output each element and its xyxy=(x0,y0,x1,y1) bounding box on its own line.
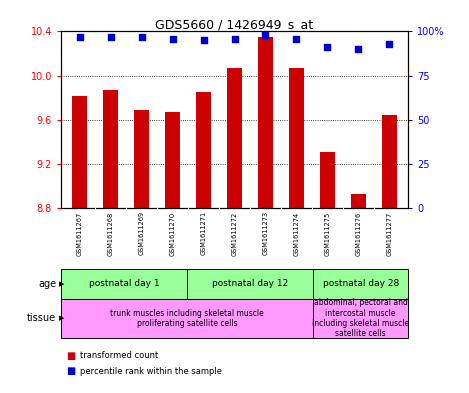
Bar xyxy=(313,269,408,299)
Bar xyxy=(227,68,242,208)
Point xyxy=(262,32,269,38)
Point xyxy=(200,37,207,44)
Point xyxy=(76,33,83,40)
Text: GSM1611275: GSM1611275 xyxy=(325,211,331,255)
Point xyxy=(386,40,393,47)
Text: GSM1611274: GSM1611274 xyxy=(294,211,300,255)
Bar xyxy=(134,110,149,208)
Text: GSM1611268: GSM1611268 xyxy=(107,211,113,255)
Text: GSM1611277: GSM1611277 xyxy=(386,211,393,255)
Text: postnatal day 12: postnatal day 12 xyxy=(212,279,288,288)
Point xyxy=(169,35,176,42)
Bar xyxy=(351,194,366,208)
Point xyxy=(324,44,331,50)
Text: GSM1611269: GSM1611269 xyxy=(138,211,144,255)
Bar xyxy=(196,92,211,208)
Text: ▶: ▶ xyxy=(59,315,64,321)
Bar xyxy=(258,37,273,208)
Text: postnatal day 1: postnatal day 1 xyxy=(89,279,159,288)
Bar xyxy=(61,269,187,299)
Bar xyxy=(382,116,397,208)
Text: GSM1611276: GSM1611276 xyxy=(356,211,362,255)
Point xyxy=(107,33,114,40)
Bar xyxy=(103,90,118,208)
Point xyxy=(355,46,362,52)
Text: abdominal, pectoral and
intercostal muscle
including skeletal muscle
satellite c: abdominal, pectoral and intercostal musc… xyxy=(312,298,409,338)
Point xyxy=(293,35,300,42)
Text: ▶: ▶ xyxy=(59,281,64,287)
Bar xyxy=(187,269,313,299)
Text: ■: ■ xyxy=(66,351,75,361)
Bar xyxy=(61,299,313,338)
Text: GDS5660 / 1426949_s_at: GDS5660 / 1426949_s_at xyxy=(155,18,314,31)
Text: ■: ■ xyxy=(66,366,75,376)
Text: GSM1611270: GSM1611270 xyxy=(169,211,175,255)
Bar xyxy=(313,299,408,338)
Point xyxy=(138,33,145,40)
Text: trunk muscles including skeletal muscle
proliferating satellite cells: trunk muscles including skeletal muscle … xyxy=(110,309,264,328)
Text: percentile rank within the sample: percentile rank within the sample xyxy=(80,367,222,376)
Text: GSM1611267: GSM1611267 xyxy=(76,211,83,255)
Bar xyxy=(289,68,304,208)
Text: postnatal day 28: postnatal day 28 xyxy=(323,279,399,288)
Text: GSM1611273: GSM1611273 xyxy=(263,211,268,255)
Text: GSM1611272: GSM1611272 xyxy=(232,211,237,255)
Bar xyxy=(165,112,180,208)
Text: age: age xyxy=(38,279,56,289)
Bar xyxy=(320,152,335,208)
Text: tissue: tissue xyxy=(27,313,56,323)
Point xyxy=(231,35,238,42)
Text: GSM1611271: GSM1611271 xyxy=(201,211,206,255)
Bar xyxy=(72,95,87,208)
Text: transformed count: transformed count xyxy=(80,351,158,360)
